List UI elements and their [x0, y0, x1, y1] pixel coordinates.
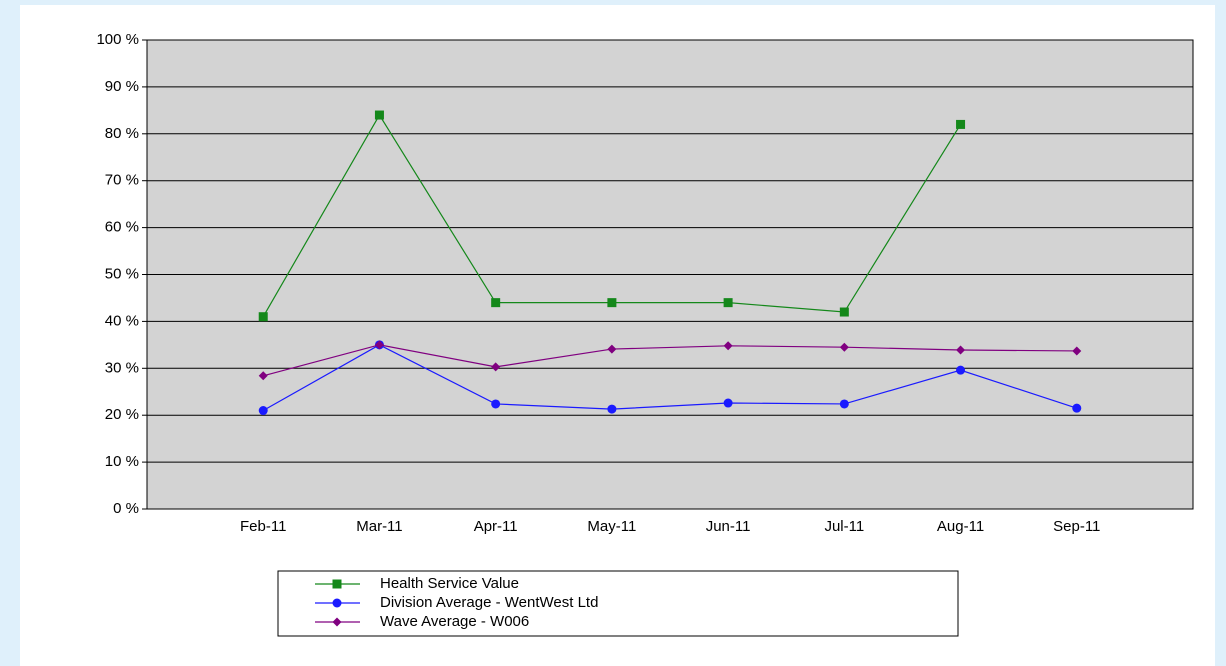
legend-label: Wave Average - W006: [380, 613, 529, 630]
y-tick-label: 30 %: [105, 359, 139, 376]
marker: [723, 341, 733, 351]
chart-panel: 0 % 10 % 20 % 30 % 40 % 50 % 60 % 70 % 80 % 90 % 1…: [20, 5, 1215, 666]
series-line: [262, 344, 1077, 412]
series-line: [263, 344, 1077, 377]
marker: [491, 298, 501, 308]
marker: [956, 345, 966, 355]
marker: [258, 406, 268, 416]
x-tick-label: Mar-11: [356, 518, 402, 535]
marker: [491, 362, 501, 372]
y-tick-label: 50 %: [105, 265, 139, 282]
x-tick-label: Sep-11: [1053, 518, 1100, 535]
legend-box: [277, 570, 959, 637]
marker: [258, 312, 268, 322]
marker: [607, 344, 617, 354]
marker: [839, 342, 849, 352]
x-tick-label: Jun-11: [706, 518, 751, 535]
y-tick-label: 70 %: [105, 172, 139, 189]
marker: [1072, 403, 1082, 413]
marker: [374, 340, 384, 350]
y-tick-label: 10 %: [105, 453, 139, 470]
y-tick-label: 80 %: [105, 125, 139, 142]
marker: [258, 371, 268, 381]
marker: [332, 617, 342, 627]
chart: 0 % 10 % 20 % 30 % 40 % 50 % 60 % 70 % 80 % 90 % 1…: [96, 31, 1194, 637]
legend-label: Health Service Value: [380, 575, 519, 592]
x-tick-label: Aug-11: [937, 518, 984, 535]
y-tick-label: 40 %: [105, 312, 139, 329]
marker: [491, 399, 501, 409]
marker: [839, 307, 849, 317]
marker: [723, 298, 733, 308]
y-tick-label: 0 %: [113, 500, 139, 517]
marker: [374, 110, 384, 120]
marker: [956, 365, 966, 375]
x-tick-label: May-11: [587, 518, 636, 535]
x-tick-label: Feb-11: [240, 518, 286, 535]
y-tick-label: 90 %: [105, 78, 139, 95]
marker: [332, 598, 342, 608]
y-tick-label: 20 %: [105, 406, 139, 423]
marker: [1072, 346, 1082, 356]
marker: [607, 298, 617, 308]
y-tick-label: 100 %: [96, 31, 139, 48]
y-tick-label: 60 %: [105, 219, 139, 236]
x-tick-label: Jul-11: [824, 518, 864, 535]
marker: [956, 119, 966, 129]
marker: [607, 404, 617, 414]
marker: [839, 399, 849, 409]
legend-label: Division Average - WentWest Ltd: [380, 594, 598, 611]
x-tick-label: Apr-11: [474, 518, 518, 535]
marker: [332, 579, 342, 589]
marker: [723, 398, 733, 408]
